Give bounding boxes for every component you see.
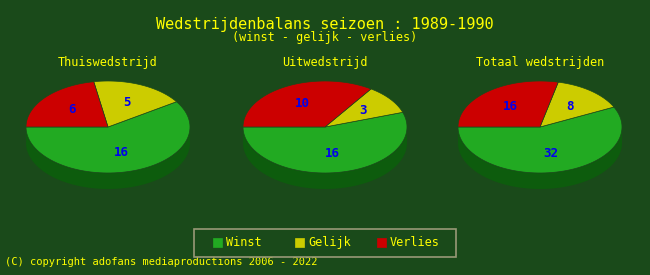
Polygon shape	[94, 81, 177, 127]
Text: 5: 5	[123, 96, 131, 109]
Polygon shape	[243, 81, 371, 127]
Text: Gelijk: Gelijk	[308, 236, 351, 249]
Polygon shape	[26, 82, 108, 127]
Text: 16: 16	[114, 146, 129, 159]
Polygon shape	[458, 81, 558, 127]
Polygon shape	[26, 128, 190, 189]
Polygon shape	[540, 82, 614, 127]
Text: Verlies: Verlies	[390, 236, 440, 249]
Text: Wedstrijdenbalans seizoen : 1989-1990: Wedstrijdenbalans seizoen : 1989-1990	[156, 17, 494, 32]
Text: (C) copyright adofans mediaproductions 2006 - 2022: (C) copyright adofans mediaproductions 2…	[5, 257, 317, 267]
Text: 32: 32	[543, 147, 558, 160]
Text: Totaal wedstrijden: Totaal wedstrijden	[476, 56, 604, 69]
Bar	[213, 238, 222, 247]
Text: 3: 3	[359, 104, 367, 117]
Polygon shape	[325, 89, 403, 127]
Polygon shape	[26, 102, 190, 173]
Bar	[295, 238, 304, 247]
Polygon shape	[243, 112, 407, 173]
Text: (winst - gelijk - verlies): (winst - gelijk - verlies)	[233, 31, 417, 44]
Text: 6: 6	[68, 103, 75, 116]
Text: 10: 10	[295, 97, 310, 110]
Text: 16: 16	[325, 147, 340, 160]
Polygon shape	[243, 128, 407, 189]
Text: Winst: Winst	[226, 236, 261, 249]
FancyBboxPatch shape	[194, 229, 456, 257]
Text: 16: 16	[503, 100, 518, 113]
Text: Thuiswedstrijd: Thuiswedstrijd	[58, 56, 158, 69]
Polygon shape	[458, 127, 622, 189]
Text: Uitwedstrijd: Uitwedstrijd	[282, 56, 368, 69]
Bar	[377, 238, 386, 247]
Polygon shape	[458, 107, 622, 173]
Text: 8: 8	[566, 100, 573, 113]
